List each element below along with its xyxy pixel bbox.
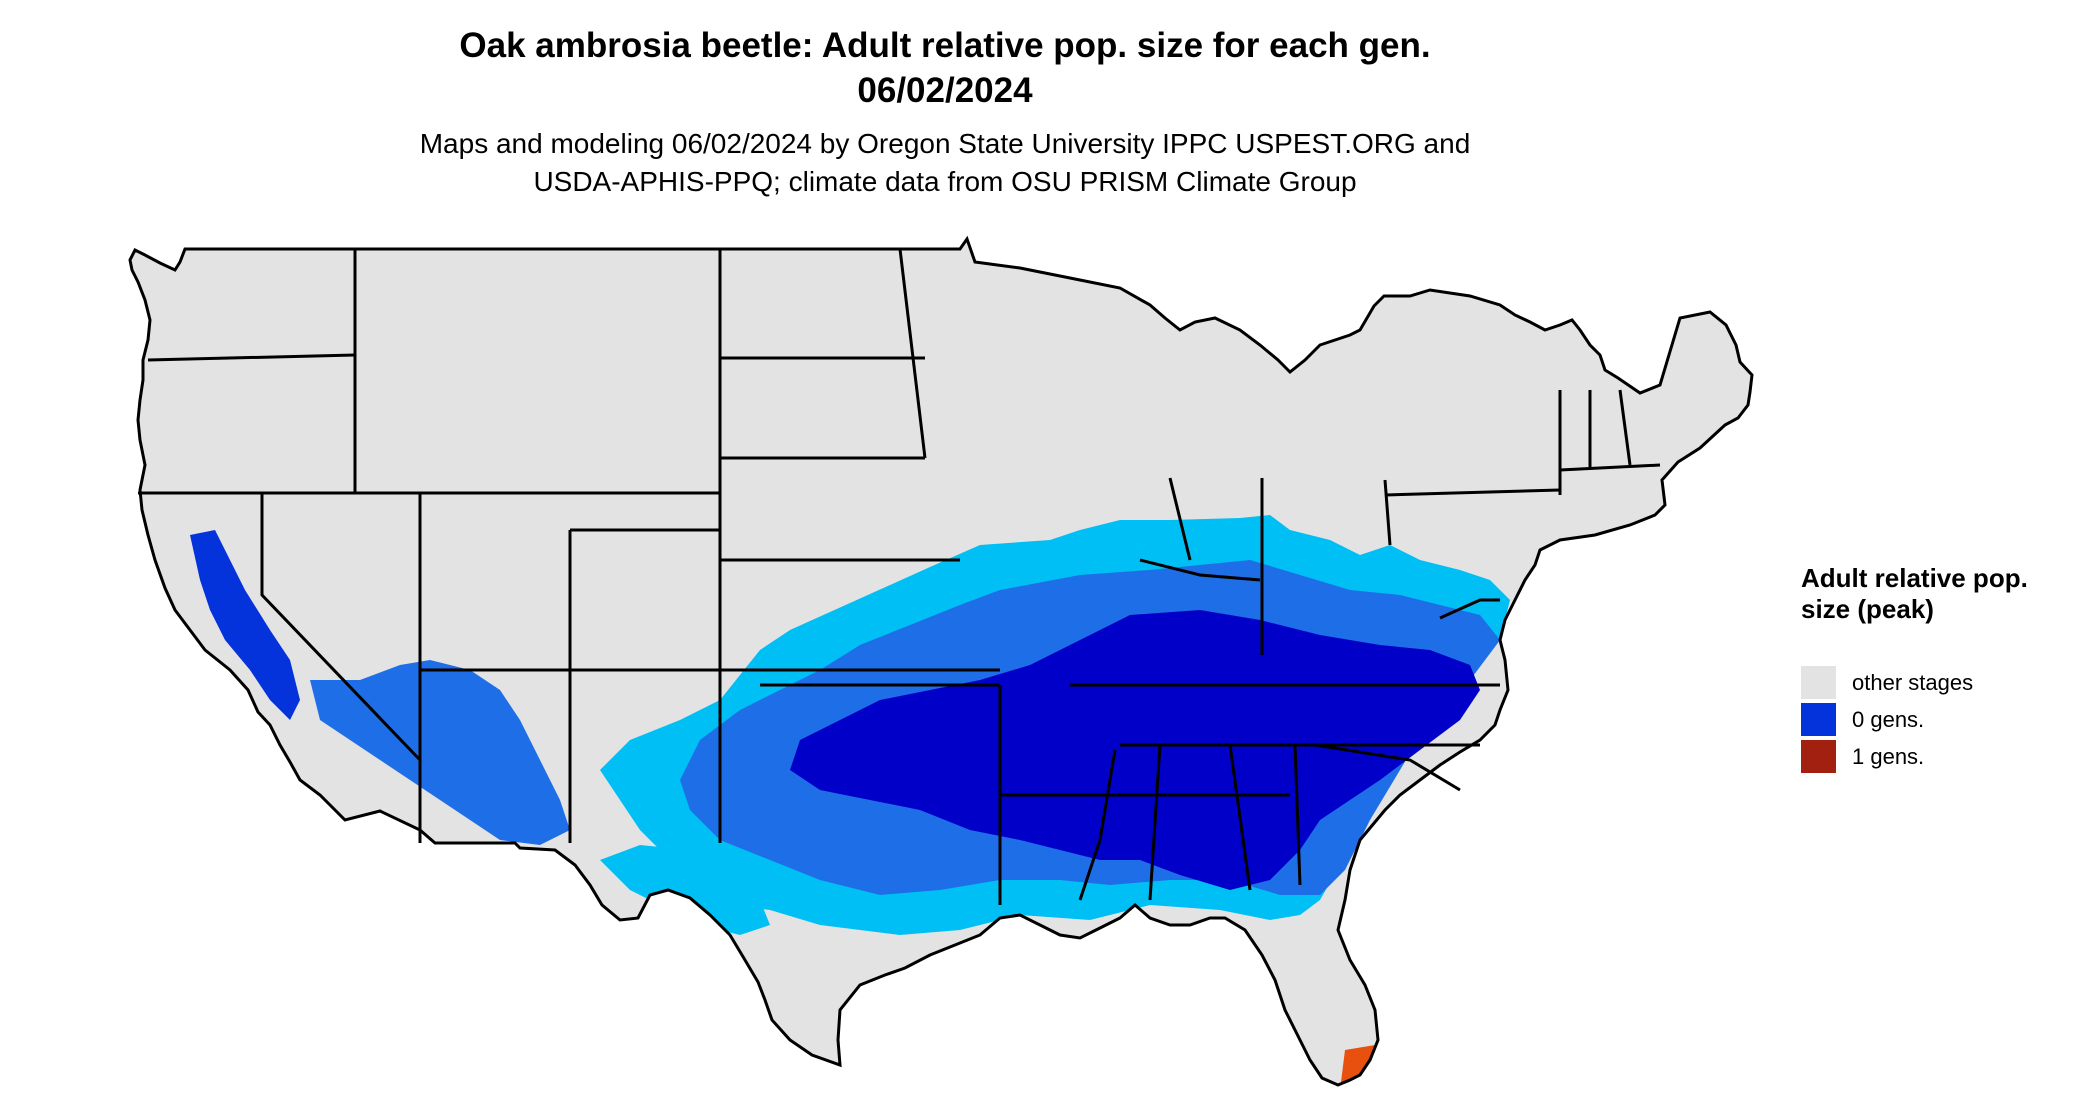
dark-blue-zone xyxy=(790,610,1480,890)
legend-label: 0 gens. xyxy=(1852,707,1925,732)
map-date: 06/02/2024 xyxy=(857,71,1033,110)
legend-swatch xyxy=(1801,666,1836,699)
california-zone xyxy=(190,530,300,720)
legend-label: 1 gens. xyxy=(1852,744,1925,769)
model-zones xyxy=(190,515,1510,1105)
legend-label: other stages xyxy=(1852,670,1974,695)
legend-title: Adult relative pop. size (peak) xyxy=(1801,563,2028,624)
legend-item-1-gens: 1 gens. xyxy=(1801,740,2061,773)
florida-keys-red xyxy=(1330,1085,1365,1105)
texas-west-zone xyxy=(600,845,770,935)
map-credit-line-2: USDA-APHIS-PPQ; climate data from OSU PR… xyxy=(533,166,1357,197)
southwest-zone xyxy=(310,660,570,845)
legend-swatch xyxy=(1801,703,1836,736)
legend-item-other-stages: other stages xyxy=(1801,666,2061,699)
legend-swatch xyxy=(1801,740,1836,773)
map-title: Oak ambrosia beetle: Adult relative pop.… xyxy=(459,26,1431,65)
map-credit-line-1: Maps and modeling 06/02/2024 by Oregon S… xyxy=(419,128,1471,159)
state-borders xyxy=(128,237,1754,1087)
legend-item-0-gens: 0 gens. xyxy=(1801,703,2061,736)
